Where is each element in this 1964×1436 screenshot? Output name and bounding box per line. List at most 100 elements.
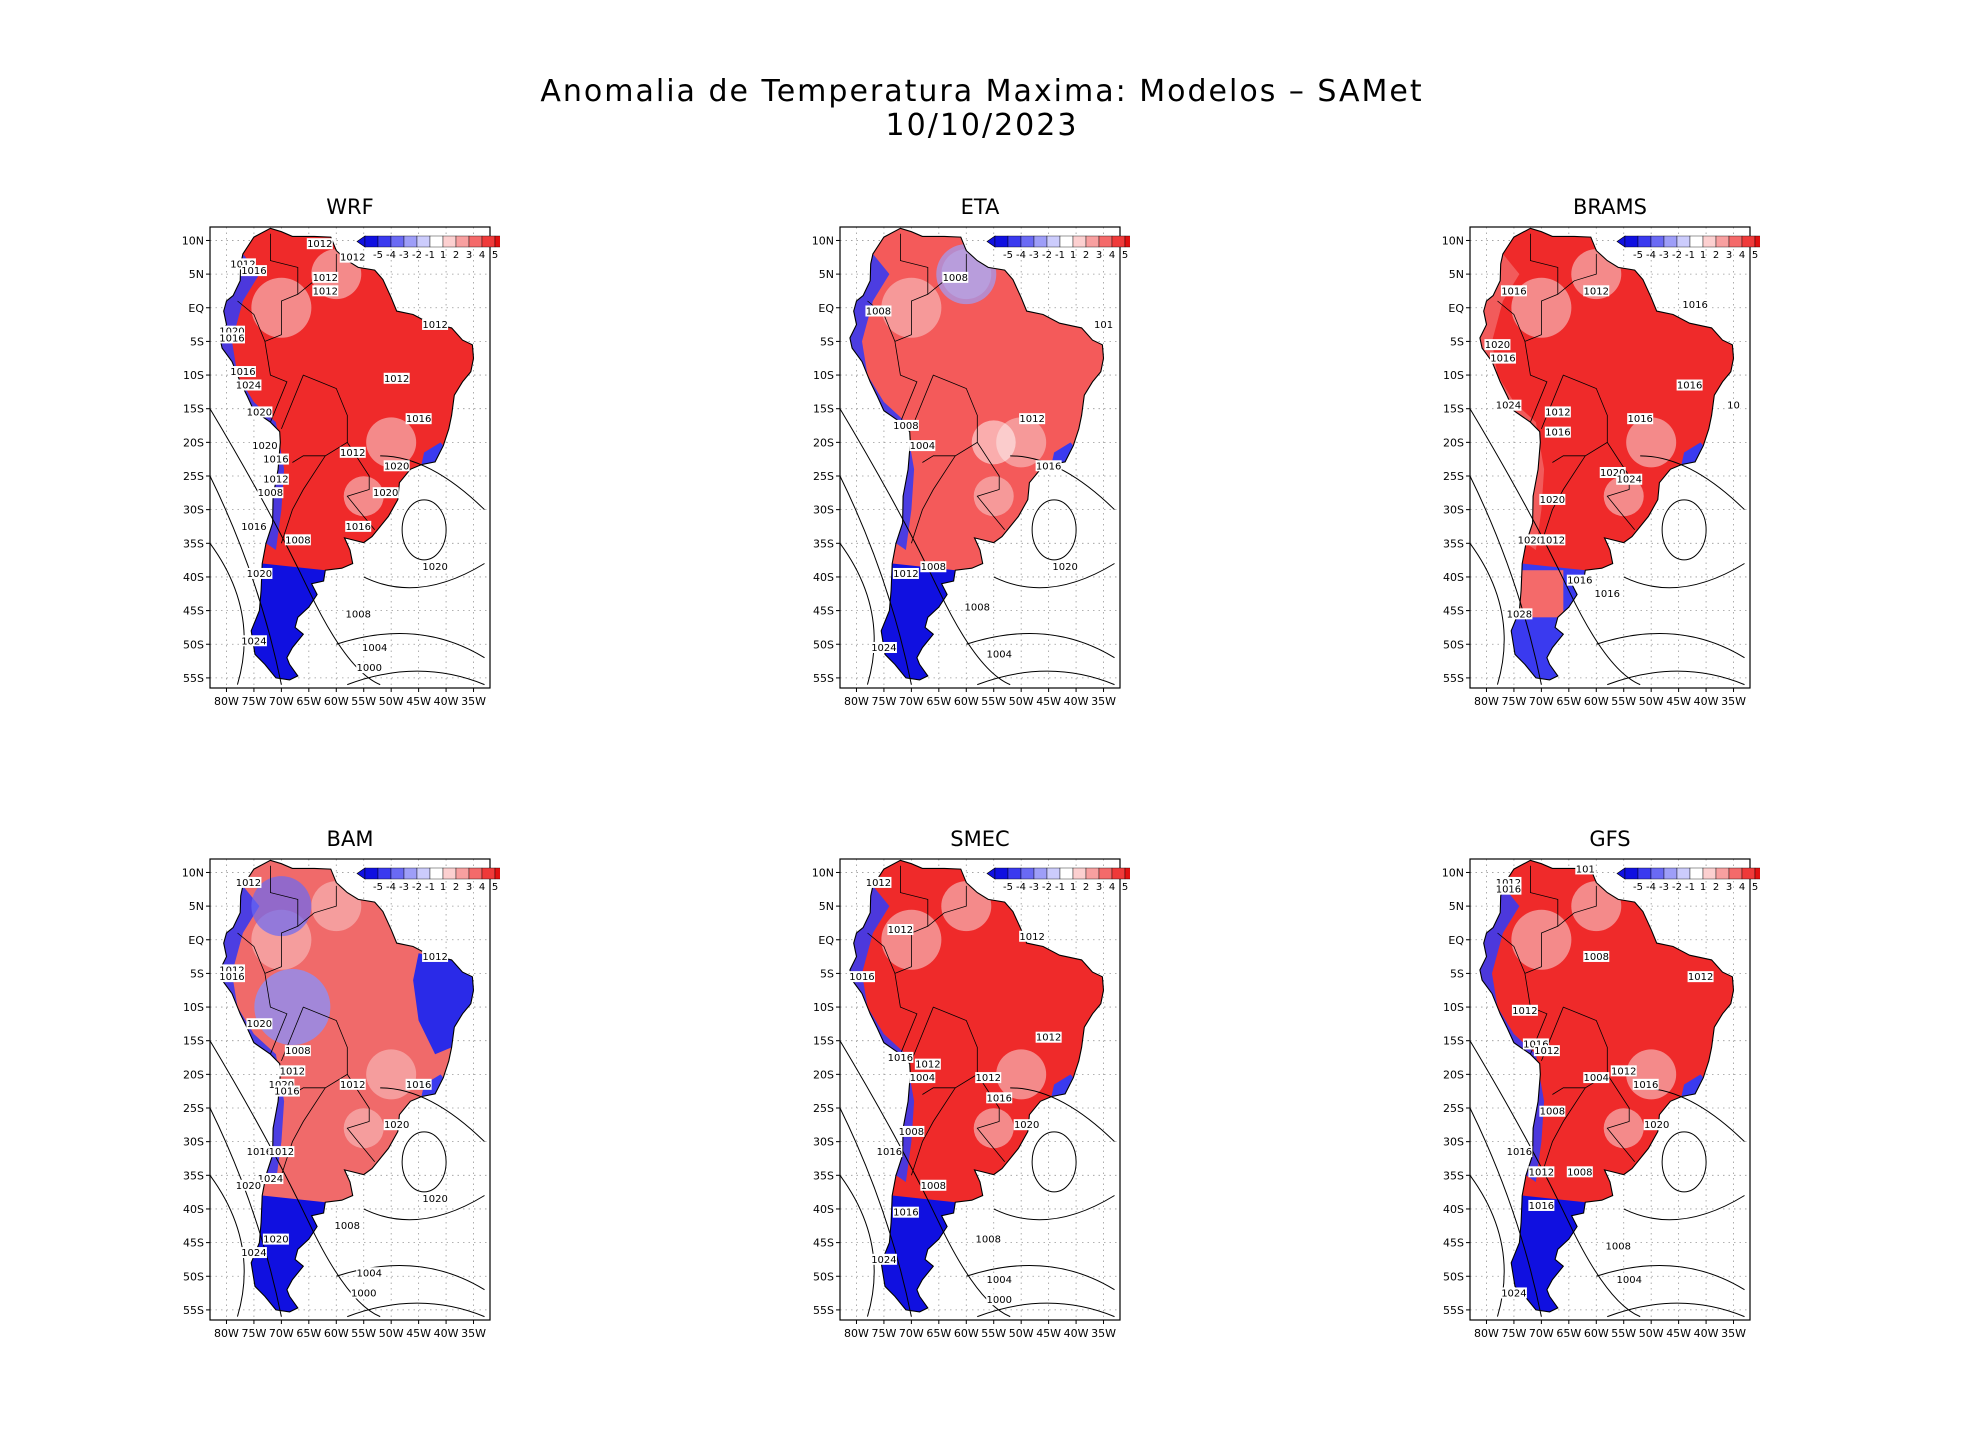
legend-swatch [442,235,457,248]
lon-label: 50W [1009,1327,1034,1340]
panel-title: GFS [1589,827,1631,851]
country-border [900,865,929,927]
legend-label: 5 [1752,882,1758,893]
lon-label: 45W [1036,1327,1061,1340]
isobar-label-bg [240,635,267,647]
country-border [1541,1006,1608,1095]
map-panel-brams: BRAMS 1016 1016 1012 1020 1016 1016 1024 1012 101… [1420,195,1760,718]
isobar-label-bg [887,924,914,936]
isobar-label-bg [1632,1078,1659,1090]
isobar-label-bg [246,1146,273,1158]
legend-swatch [455,867,470,880]
lon-label: 75W [1501,695,1526,708]
country-border [867,932,896,974]
isobar-label-bg [1566,574,1593,586]
isobar-label: 1012 [1512,1006,1537,1017]
lon-label: 75W [1501,1327,1526,1340]
legend-label: 4 [1109,250,1115,261]
lon-label: 40W [1694,695,1719,708]
country-border [1524,253,1597,423]
legend-swatch [1650,235,1665,248]
isobar-label: 1012 [422,952,447,963]
lon-label: 65W [926,695,951,708]
isobar-label: 1008 [921,562,946,573]
isobar-label: 1012 [384,374,409,385]
lat-label: 30S [183,1136,204,1149]
legend-swatch [364,867,379,880]
legend-swatch [1033,867,1048,880]
lat-label: 50S [1443,638,1464,651]
isobar-line [401,499,447,561]
lat-label: 35S [813,1169,834,1182]
legend-label: -4 [1646,882,1656,893]
isobar-label: 1016 [247,1147,272,1158]
lon-label: 50W [1639,695,1664,708]
legend-label: 1 [1700,882,1706,893]
isobar-label-bg [1643,1119,1670,1131]
lat-label: 20S [183,1068,204,1081]
isobar-label: 1020 [384,1120,409,1131]
lat-label: 40S [813,571,834,584]
lon-label: 80W [1474,1327,1499,1340]
lon-label: 45W [1036,695,1061,708]
isobar-label: 1004 [986,650,1011,661]
legend-swatch [1624,235,1639,248]
legend-label: -2 [1672,882,1682,893]
anomaly-patch [1603,476,1644,517]
lat-label: 35S [813,537,834,550]
isobar-label-bg [1495,876,1522,888]
lon-label: 55W [1611,695,1636,708]
isobar-line [1469,408,1641,686]
isobar-label-bg [1610,1065,1637,1077]
isobar-line [1623,563,1745,589]
isobar-label-bg [361,641,388,653]
lat-label: 15S [183,1035,204,1048]
lon-label: 70W [899,1327,924,1340]
isobar-label-bg [240,265,267,277]
isobar-label: 1012 [866,878,891,889]
country-border [911,455,956,544]
isobar-label-bg [246,1018,273,1030]
lat-label: 50S [813,638,834,651]
coast-anomaly [421,442,444,465]
legend-swatch [416,867,431,880]
country-border [976,442,1006,531]
anomaly-patch [366,1049,417,1100]
isobar-label: 1012 [340,1080,365,1091]
legend-swatch [994,867,1009,880]
isobar-line [347,1302,485,1318]
legend-label: 1 [440,250,446,261]
isobar-label: 1008 [943,273,968,284]
isobar-label: 1008 [285,535,310,546]
anomaly-field [849,228,1104,680]
legend-swatch [1741,867,1756,880]
legend-swatch [1098,235,1113,248]
isobar-label-bg [1506,608,1533,620]
isobar-label-bg [306,238,333,250]
isobar-line [1031,499,1077,561]
isobar-label-bg [942,271,969,283]
legend-swatch [1072,867,1087,880]
isobar-label: 1016 [1627,414,1652,425]
lat-label: 30S [183,504,204,517]
isobar-label: 1020 [263,1235,288,1246]
anomaly-patch [254,969,331,1046]
isobar-label-bg [1627,413,1654,425]
isobar-label-bg [383,372,410,384]
legend-label: 4 [479,250,485,261]
legend-label: -1 [1685,882,1695,893]
lat-label: 5N [1449,268,1464,281]
legend-swatch [429,867,444,880]
isobar-label: 1012 [422,320,447,331]
panel-title: BAM [326,827,374,851]
lon-label: 60W [954,695,979,708]
lat-label: 10S [1443,1001,1464,1014]
isobar-label-bg [909,440,936,452]
isobar-label-bg [268,1078,295,1090]
legend-swatch [1059,235,1074,248]
lon-label: 55W [981,1327,1006,1340]
isobar-label-bg [240,520,267,532]
lat-label: 10S [183,369,204,382]
isobar-label: 1020 [422,562,447,573]
isobar-label: 1016 [241,522,266,533]
